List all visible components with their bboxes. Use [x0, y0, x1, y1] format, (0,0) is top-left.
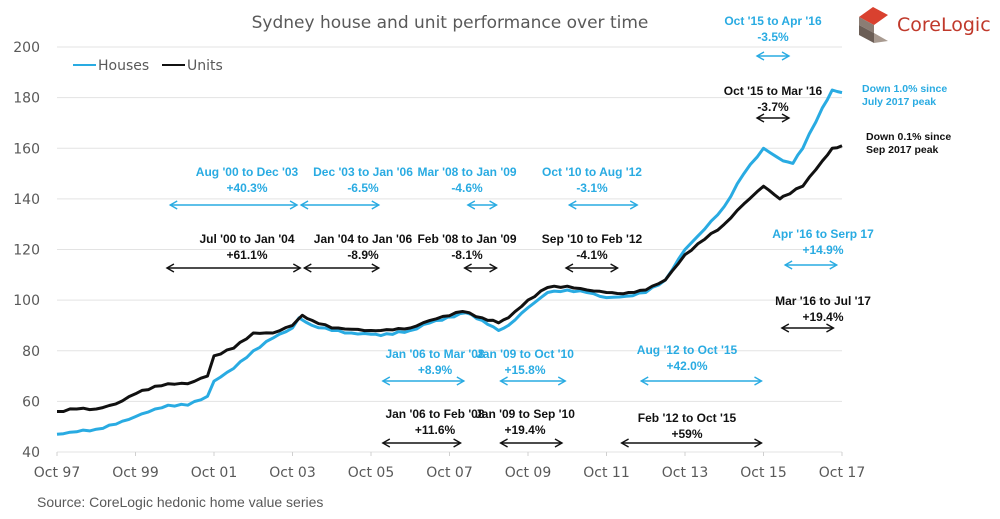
annotation-period: Mar '16 to Jul '17	[775, 294, 871, 308]
y-tick-label: 180	[13, 91, 40, 107]
source-note: Source: CoreLogic hedonic home value ser…	[37, 494, 324, 510]
series-lines	[56, 88, 843, 436]
annotation-change: +11.6%	[415, 423, 456, 437]
annotation-period: Oct '10 to Aug '12	[542, 165, 642, 179]
x-tick-label: Oct 03	[269, 465, 315, 481]
gridlines	[57, 46, 842, 453]
annotation-change: +19.4%	[802, 310, 843, 324]
x-tick-label: Oct 13	[662, 465, 708, 481]
annotation-change: +59%	[671, 427, 702, 441]
annotation-arrow	[499, 376, 567, 386]
x-tick-label: Oct 11	[583, 465, 629, 481]
legend-units-label: Units	[187, 58, 223, 74]
annotation-arrow	[755, 51, 791, 61]
annotation-arrow	[168, 200, 299, 210]
annotation-arrow	[165, 263, 302, 273]
y-tick-label: 60	[22, 394, 40, 410]
annotation-change: -6.5%	[347, 181, 379, 195]
annotation-period: Aug '12 to Oct '15	[637, 343, 738, 357]
annotation-arrow	[463, 263, 498, 273]
annotation-arrow	[302, 263, 381, 273]
annotation-change: +19.4%	[504, 423, 545, 437]
end-note-units: Down 0.1% since Sep 2017 peak	[866, 131, 951, 156]
end-note-units-line2: Sep 2017 peak	[866, 144, 939, 156]
annotation-period: Feb '12 to Oct '15	[638, 411, 737, 425]
y-tick-label: 120	[13, 243, 40, 259]
annotation-change: -8.1%	[451, 248, 483, 262]
annotation-change: -3.5%	[757, 30, 789, 44]
annotation-arrow	[466, 200, 498, 210]
annotation-arrow	[639, 376, 763, 386]
y-tick-label: 140	[13, 192, 40, 208]
annotation-arrow	[564, 263, 619, 273]
annotation-period: Jul '00 to Jan '04	[199, 232, 294, 246]
annotation-arrow	[783, 260, 839, 270]
annotation-period: Mar '08 to Jan '09	[417, 165, 516, 179]
annotation-change: -3.7%	[757, 100, 789, 114]
legend-houses-label: Houses	[98, 58, 149, 74]
annotation-period: Oct '15 to Mar '16	[724, 84, 823, 98]
annotation-arrow	[299, 200, 381, 210]
chart-title: Sydney house and unit performance over t…	[252, 13, 649, 33]
annotation-change: -4.1%	[576, 248, 608, 262]
annotation-change: +8.9%	[418, 363, 453, 377]
y-tick-label: 160	[13, 141, 40, 157]
end-note-houses: Down 1.0% since July 2017 peak	[862, 83, 947, 108]
annotation-period: Jan '06 to Mar '08	[385, 347, 484, 361]
corelogic-logo-mark-icon	[859, 7, 888, 43]
annotation-arrows	[165, 51, 839, 448]
annotation-change: +40.3%	[226, 181, 267, 195]
y-tick-label: 100	[13, 293, 40, 309]
annotation-change: -4.6%	[451, 181, 483, 195]
annotation-period: Sep '10 to Feb '12	[542, 232, 643, 246]
annotation-arrow	[620, 438, 763, 448]
x-tick-label: Oct 09	[505, 465, 551, 481]
x-tick-label: Oct 01	[191, 465, 237, 481]
annotation-period: Jan '06 to Feb '08	[385, 407, 484, 421]
annotation-arrow	[499, 438, 564, 448]
y-tick-label: 80	[22, 344, 40, 360]
annotation-labels: Aug '00 to Dec '03 +40.3% Dec '03 to Jan '…	[196, 14, 874, 441]
series-line-units	[57, 144, 843, 413]
corelogic-logo: CoreLogic	[855, 3, 995, 47]
x-tick-label: Oct 07	[426, 465, 472, 481]
annotation-period: Jan '04 to Jan '06	[314, 232, 413, 246]
annotation-change: +14.9%	[802, 243, 843, 257]
annotation-period: Oct '15 to Apr '16	[724, 14, 822, 28]
annotation-arrow	[780, 323, 835, 333]
annotation-period: Aug '00 to Dec '03	[196, 165, 299, 179]
annotation-arrow	[567, 200, 639, 210]
corelogic-logo-text: CoreLogic	[897, 14, 991, 36]
end-note-units-line1: Down 0.1% since	[866, 131, 951, 143]
end-note-houses-line1: Down 1.0% since	[862, 83, 947, 95]
series-line-houses	[56, 88, 843, 436]
x-tick-label: Oct 17	[819, 465, 865, 481]
annotation-period: Dec '03 to Jan '06	[313, 165, 413, 179]
y-tick-label: 200	[13, 40, 40, 56]
annotation-period: Apr '16 to Serp 17	[772, 227, 874, 241]
annotation-change: -8.9%	[347, 248, 379, 262]
x-tick-label: Oct 99	[112, 465, 158, 481]
annotation-change: +61.1%	[226, 248, 267, 262]
annotation-period: Jan '09 to Oct '10	[476, 347, 574, 361]
end-note-houses-line2: July 2017 peak	[862, 96, 936, 108]
y-axis-ticks: 40 60 80 100 120 140 160 180 200	[13, 40, 40, 461]
annotation-arrow	[755, 113, 791, 123]
x-tick-label: Oct 97	[34, 465, 80, 481]
x-tick-label: Oct 05	[348, 465, 394, 481]
x-tick-label: Oct 15	[740, 465, 786, 481]
x-axis-ticks: Oct 97 Oct 99 Oct 01 Oct 03 Oct 05 Oct 07 Oct …	[34, 452, 865, 481]
annotation-change: +15.8%	[504, 363, 545, 377]
y-tick-label: 40	[22, 445, 40, 461]
annotation-arrow	[381, 376, 466, 386]
annotation-change: -3.1%	[576, 181, 608, 195]
annotation-arrow	[381, 438, 462, 448]
legend: Houses Units	[73, 58, 223, 74]
annotation-period: Jan '09 to Sep '10	[475, 407, 575, 421]
annotation-change: +42.0%	[666, 359, 707, 373]
annotation-period: Feb '08 to Jan '09	[417, 232, 516, 246]
